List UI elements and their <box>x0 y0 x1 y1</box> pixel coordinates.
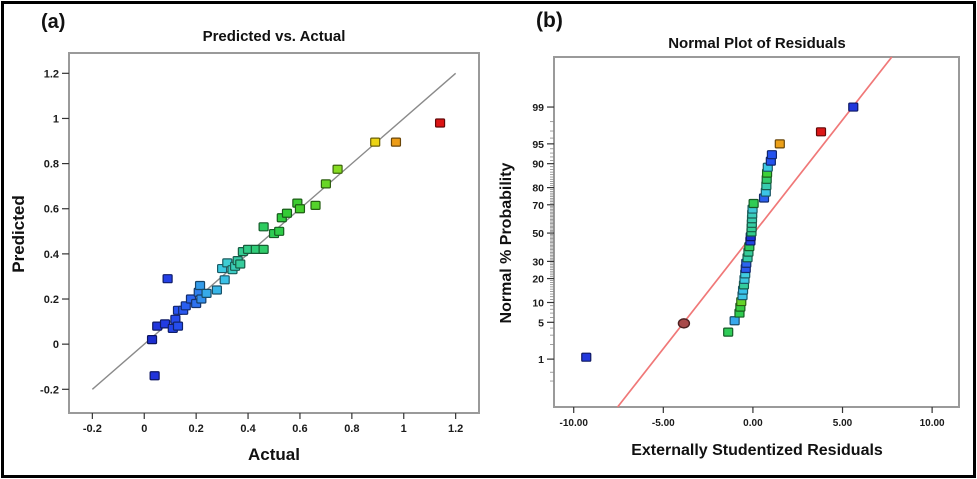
data-point <box>258 222 269 232</box>
y-axis-tick-label: 90 <box>532 159 544 171</box>
data-point <box>281 208 293 218</box>
y-axis-tick-label: 10 <box>532 297 544 309</box>
x-axis-tick-label: 10.00 <box>920 418 945 429</box>
x-axis-tick-label: 1.2 <box>448 423 463 435</box>
panel-b-xlabel: Externally Studentized Residuals <box>631 442 883 459</box>
y-axis-tick-label: 1 <box>538 354 544 366</box>
x-axis-tick-label: 0.4 <box>240 423 256 435</box>
y-axis-tick-label: 1.2 <box>44 68 59 80</box>
data-point <box>774 139 785 149</box>
y-axis-tick-label: 50 <box>532 228 544 240</box>
data-point <box>748 198 759 209</box>
x-axis-tick-label: 5.00 <box>833 418 853 429</box>
data-point <box>294 204 306 214</box>
x-axis-tick-label: 0 <box>141 423 147 435</box>
data-point <box>235 259 246 269</box>
data-point <box>194 280 206 291</box>
y-axis-tick-label: 95 <box>532 139 544 151</box>
data-point <box>146 335 158 345</box>
y-axis-tick-label: 0.6 <box>44 204 59 216</box>
data-point <box>729 316 740 326</box>
data-point <box>172 321 184 331</box>
data-point <box>219 275 230 285</box>
x-axis-tick-label: -10.00 <box>560 418 589 429</box>
panel-a-xlabel: Actual <box>248 445 300 464</box>
y-axis-tick-label: 80 <box>532 183 544 195</box>
x-axis-tick-label: 0.2 <box>189 423 204 435</box>
x-axis-tick-label: 0.6 <box>292 423 307 435</box>
data-point <box>162 274 173 284</box>
data-point <box>723 327 734 337</box>
data-point <box>848 102 859 112</box>
data-point <box>390 137 402 147</box>
data-point <box>180 301 191 311</box>
y-axis-tick-label: 0.4 <box>44 249 60 261</box>
data-point <box>149 371 160 381</box>
y-axis-tick-label: 70 <box>532 200 544 212</box>
y-axis-tick-label: 0.2 <box>44 294 59 306</box>
outlier-point-circle <box>677 318 691 329</box>
x-axis-tick-label: -5.00 <box>652 418 675 429</box>
data-point <box>815 127 827 137</box>
panel-b-title: Normal Plot of Residuals <box>668 35 846 52</box>
data-point <box>274 226 285 236</box>
y-axis-tick-label: -0.2 <box>40 384 59 396</box>
data-point <box>258 244 269 254</box>
y-axis-tick-label: 0.8 <box>44 159 59 171</box>
x-axis-tick-label: -0.2 <box>83 423 102 435</box>
data-point <box>310 200 321 210</box>
panel-a-label: (a) <box>41 11 66 33</box>
panel-b-ylabel: Normal % Probability <box>498 162 515 324</box>
x-axis-tick-label: 1 <box>401 423 407 435</box>
panel-a-title: Predicted vs. Actual <box>202 28 346 45</box>
data-point <box>201 288 212 298</box>
data-point <box>211 285 223 295</box>
y-axis-tick-label: 20 <box>532 274 544 286</box>
y-axis-tick-label: 5 <box>538 317 544 329</box>
y-axis-tick-label: 30 <box>532 256 544 268</box>
data-point <box>320 179 331 189</box>
data-point <box>434 118 446 128</box>
data-point <box>370 137 381 147</box>
x-axis-tick-label: 0.8 <box>344 423 359 435</box>
data-point <box>766 150 778 160</box>
x-axis-tick-label: 0.00 <box>743 418 763 429</box>
y-axis-tick-label: 0 <box>53 339 59 351</box>
y-axis-tick-label: 99 <box>532 102 544 114</box>
panel-b-label: (b) <box>536 9 563 32</box>
panel-a-ylabel: Predicted <box>9 195 28 273</box>
plot-frame <box>68 52 480 414</box>
data-point <box>581 352 592 362</box>
y-axis-tick-label: 1 <box>53 113 59 125</box>
data-point <box>332 164 343 174</box>
